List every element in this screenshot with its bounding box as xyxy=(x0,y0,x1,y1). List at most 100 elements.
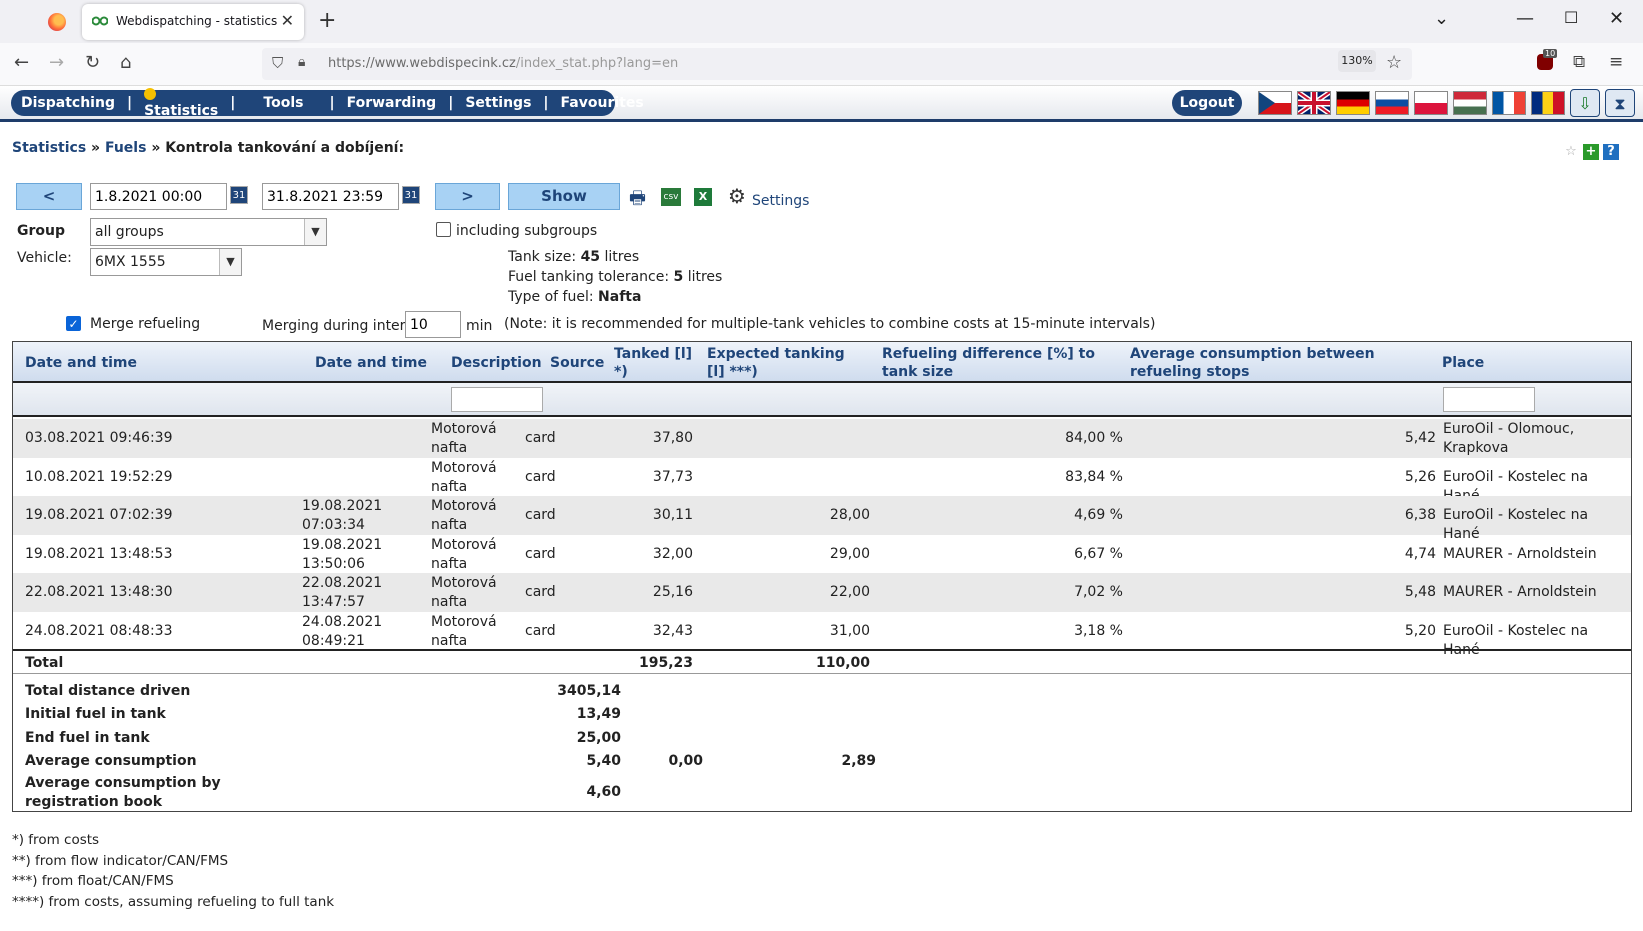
minimize-icon[interactable]: — xyxy=(1516,8,1534,29)
cell-tanked: 37,80 xyxy=(652,430,693,446)
cell-refuel-diff: 4,69 % xyxy=(1074,507,1123,523)
url-bar[interactable]: ⛉ 🔒︎ https://www.webdispecink.cz/index_s… xyxy=(262,48,1412,80)
settings-link[interactable]: Settings xyxy=(752,193,810,209)
tab-title: Webdispatching - statistics xyxy=(116,14,278,28)
firefox-icon[interactable] xyxy=(48,13,66,31)
settings-gear-icon[interactable]: ⚙ xyxy=(728,184,746,208)
col-header-tanked[interactable]: Tanked [l] *) xyxy=(614,346,693,380)
cell-expected: 31,00 xyxy=(829,622,870,639)
place-filter-input[interactable] xyxy=(1443,387,1535,412)
date-to-input[interactable] xyxy=(262,183,399,210)
col-header-date2[interactable]: Date and time xyxy=(315,355,428,371)
tank-size-unit: litres xyxy=(604,249,640,265)
merge-refueling-checkbox[interactable]: ✓ xyxy=(66,316,81,331)
menu-dispatching[interactable]: Dispatching xyxy=(21,95,115,111)
flag-france-icon[interactable] xyxy=(1492,91,1526,115)
forward-icon[interactable]: → xyxy=(49,52,65,73)
new-tab-icon[interactable]: + xyxy=(318,8,337,33)
cell-source: card xyxy=(525,468,556,485)
flag-slovakia-icon[interactable] xyxy=(1375,91,1409,115)
col-header-expected[interactable]: Expected tanking [l] ***) xyxy=(707,346,845,380)
lock-icon[interactable]: 🔒︎ xyxy=(298,54,306,70)
calendar-to-icon[interactable]: 31 xyxy=(402,186,420,204)
menu-statistics[interactable]: Statistics xyxy=(144,87,218,119)
include-subgroups-checkbox[interactable] xyxy=(436,222,451,237)
menu-settings[interactable]: Settings xyxy=(465,95,532,111)
user-switch-icon[interactable]: ⧗ xyxy=(1605,89,1635,117)
flag-romania-icon[interactable] xyxy=(1531,91,1565,115)
breadcrumb-statistics-link[interactable]: Statistics xyxy=(12,140,87,156)
maximize-icon[interactable]: ☐ xyxy=(1564,8,1579,27)
flag-uk-icon[interactable] xyxy=(1297,91,1331,115)
help-icon[interactable]: ? xyxy=(1603,144,1619,160)
summary-end-label: End fuel in tank xyxy=(25,730,150,746)
merging-interval-input[interactable] xyxy=(405,311,461,338)
cell-date1: 24.08.2021 08:48:33 xyxy=(25,622,173,639)
col-header-place[interactable]: Place xyxy=(1442,355,1485,371)
reload-icon[interactable]: ↻ xyxy=(85,52,101,73)
extension-badge: 10 xyxy=(1543,49,1558,58)
group-select[interactable]: all groups ▼ xyxy=(90,218,327,246)
show-button[interactable]: Show xyxy=(508,183,620,210)
col-header-refuel-diff[interactable]: Refueling difference [%] to tank size xyxy=(882,346,1095,380)
chevron-down-icon[interactable]: ▼ xyxy=(304,219,326,245)
vehicle-select[interactable]: 6MX 1555 ▼ xyxy=(90,248,242,276)
table-row[interactable]: 10.08.2021 19:52:29 Motorová nafta card 37,… xyxy=(13,458,1631,504)
total-row: Total 195,23 110,00 xyxy=(13,649,1631,674)
back-icon[interactable]: ← xyxy=(14,52,30,73)
footnote: **) from flow indicator/CAN/FMS xyxy=(12,852,229,869)
cell-date1: 22.08.2021 13:48:30 xyxy=(25,584,173,600)
tracking-shield-icon[interactable]: ⛉ xyxy=(272,54,284,72)
logout-button[interactable]: Logout xyxy=(1172,90,1242,116)
table-row[interactable]: 22.08.2021 13:48:30 22.08.2021 13:47:57 Mo… xyxy=(13,573,1631,612)
tank-size-value: 45 xyxy=(580,249,601,265)
menu-tools[interactable]: Tools xyxy=(263,95,304,111)
extensions-puzzle-icon[interactable]: ⧉ xyxy=(1573,52,1586,72)
footnote: ***) from float/CAN/FMS xyxy=(12,873,174,889)
home-icon[interactable]: ⌂ xyxy=(120,52,132,73)
add-plus-icon[interactable]: + xyxy=(1583,144,1599,160)
flag-germany-icon[interactable] xyxy=(1336,91,1370,115)
col-header-source[interactable]: Source xyxy=(550,355,605,371)
cell-description: Motorová nafta xyxy=(431,459,497,495)
zoom-level[interactable]: 130% xyxy=(1338,50,1376,72)
tab-close-icon[interactable]: ✕ xyxy=(280,11,294,30)
export-excel-icon[interactable]: X xyxy=(694,188,712,206)
export-csv-icon[interactable]: csv xyxy=(661,188,681,206)
bookmark-star-icon[interactable]: ☆ xyxy=(1386,52,1403,73)
tank-size-info: Tank size: 45 litres xyxy=(508,249,639,265)
col-header-description[interactable]: Description xyxy=(451,355,542,371)
description-filter-input[interactable] xyxy=(451,387,543,412)
prev-period-button[interactable]: < xyxy=(16,183,82,210)
merging-interval-label: Merging during interval xyxy=(262,318,427,334)
cell-date2: 19.08.2021 13:50:06 xyxy=(302,536,383,572)
table-row[interactable]: 19.08.2021 13:48:53 19.08.2021 13:50:06 Mo… xyxy=(13,535,1631,574)
breadcrumb-fuels-link[interactable]: Fuels xyxy=(104,140,147,156)
close-window-icon[interactable]: ✕ xyxy=(1609,8,1625,29)
menu-forwarding[interactable]: Forwarding xyxy=(346,95,437,111)
cell-description: Motorová nafta xyxy=(431,613,497,649)
merging-note: (Note: it is recommended for multiple-ta… xyxy=(504,316,1156,332)
chevron-down-icon[interactable]: ▼ xyxy=(219,249,241,275)
cell-source: card xyxy=(525,507,556,523)
next-period-button[interactable]: > xyxy=(435,183,500,210)
col-header-date1[interactable]: Date and time xyxy=(25,355,138,371)
download-icon[interactable]: ⇩ xyxy=(1570,89,1600,117)
menu-favourites[interactable]: Favourites xyxy=(560,95,644,111)
tab-list-chevron-icon[interactable]: ⌄ xyxy=(1434,8,1450,29)
col-header-avg-consumption[interactable]: Average consumption between refueling st… xyxy=(1130,346,1375,380)
flag-poland-icon[interactable] xyxy=(1414,91,1448,115)
browser-tab[interactable]: Webdispatching - statistics ✕ xyxy=(82,4,304,40)
favourite-star-icon[interactable]: ☆ xyxy=(1565,144,1577,159)
ublock-extension-icon[interactable] xyxy=(1537,54,1553,70)
cell-tanked: 32,00 xyxy=(652,545,693,562)
table-row[interactable]: 24.08.2021 08:48:33 24.08.2021 08:49:21 Mo… xyxy=(13,612,1631,658)
table-row[interactable]: 03.08.2021 09:46:39 Motorová nafta card 37,… xyxy=(13,419,1631,458)
print-icon[interactable]: 🖶︎ xyxy=(629,188,646,209)
flag-czech-icon[interactable] xyxy=(1258,91,1292,115)
calendar-from-icon[interactable]: 31 xyxy=(230,186,248,204)
table-row[interactable]: 19.08.2021 07:02:39 19.08.2021 07:03:34 Mo… xyxy=(13,496,1631,542)
date-from-input[interactable] xyxy=(90,183,227,210)
flag-hungary-icon[interactable] xyxy=(1453,91,1487,115)
app-menu-icon[interactable]: ≡ xyxy=(1609,52,1624,72)
